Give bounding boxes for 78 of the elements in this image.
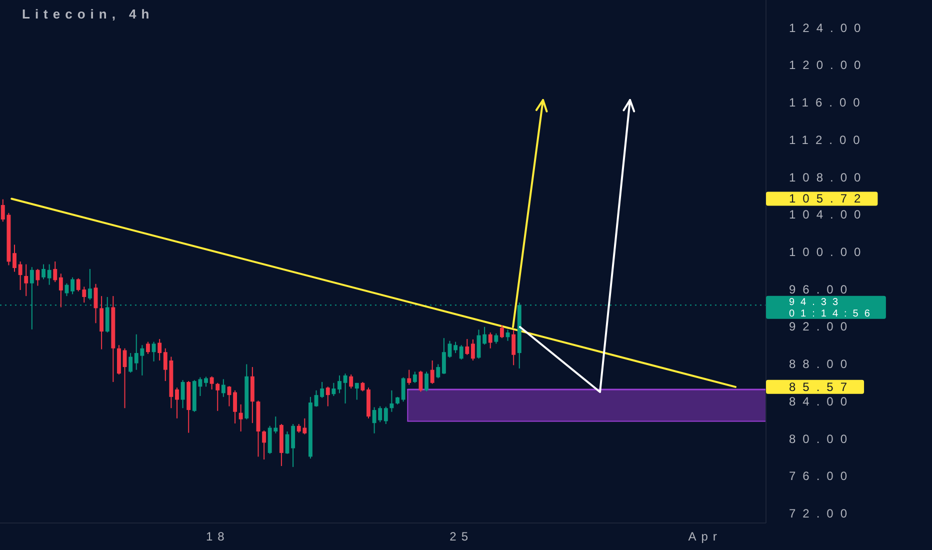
candlestick bbox=[448, 340, 452, 358]
candlestick bbox=[291, 424, 296, 468]
candlestick bbox=[152, 341, 156, 362]
candlestick bbox=[343, 373, 348, 404]
candlestick bbox=[58, 273, 63, 308]
candlestick bbox=[12, 244, 16, 272]
candlestick bbox=[128, 352, 133, 374]
y-tick-label: 108.00 bbox=[789, 170, 868, 184]
x-tick-label: Apr bbox=[688, 530, 722, 544]
y-tick-label: 124.00 bbox=[789, 20, 868, 35]
candlestick bbox=[442, 338, 446, 375]
candlestick bbox=[158, 338, 162, 361]
y-tick-label: 80.00 bbox=[789, 432, 854, 446]
candlestick bbox=[233, 390, 237, 424]
candlestick bbox=[384, 406, 388, 425]
candlestick bbox=[482, 326, 487, 346]
candlestick bbox=[360, 381, 365, 392]
ref-line-label: 94.33 bbox=[789, 297, 844, 308]
candlestick bbox=[454, 341, 458, 354]
candlestick bbox=[18, 261, 22, 290]
candlestick bbox=[88, 268, 92, 300]
y-tick-label: 92.00 bbox=[789, 320, 854, 334]
candlestick bbox=[488, 332, 492, 349]
text: 105.72 bbox=[789, 192, 868, 206]
y-tick-label: 84.00 bbox=[789, 394, 854, 408]
candlestick bbox=[430, 360, 434, 384]
candlestick bbox=[146, 341, 150, 354]
text: Litecoin, 4h bbox=[22, 6, 154, 22]
candlestick bbox=[470, 338, 475, 361]
candlestick bbox=[459, 344, 464, 360]
candlestick bbox=[221, 378, 226, 398]
candlestick bbox=[70, 276, 75, 295]
candlestick bbox=[494, 332, 498, 344]
candlestick bbox=[326, 386, 330, 407]
candlestick bbox=[210, 376, 214, 390]
candlestick bbox=[175, 387, 179, 419]
candlestick bbox=[407, 369, 412, 386]
candlestick bbox=[122, 348, 127, 409]
candlestick bbox=[314, 390, 318, 408]
candlestick bbox=[204, 376, 208, 388]
y-tick-label: 76.00 bbox=[789, 469, 854, 484]
candlestick bbox=[47, 264, 52, 286]
candlestick bbox=[338, 374, 342, 394]
candlestick bbox=[238, 404, 243, 432]
y-tick-label: 112.00 bbox=[789, 132, 867, 147]
candlestick bbox=[412, 371, 417, 384]
text: 85.57 bbox=[789, 380, 854, 394]
candlestick bbox=[424, 371, 428, 392]
x-tick-label: 18 bbox=[206, 530, 230, 544]
candlestick bbox=[349, 374, 354, 390]
text: 01:14:56 bbox=[789, 308, 876, 320]
y-tick-label: 100.00 bbox=[789, 245, 868, 259]
y-tick-label: 88.00 bbox=[789, 357, 854, 372]
candlestick bbox=[500, 324, 504, 339]
candlestick bbox=[227, 386, 232, 407]
y-tick-label: 120.00 bbox=[789, 58, 868, 72]
y-tick-label: 116.00 bbox=[789, 96, 867, 110]
candlestick bbox=[436, 364, 440, 379]
candlestick bbox=[465, 338, 470, 356]
candlestick bbox=[418, 370, 423, 392]
y-tick-label: 104.00 bbox=[789, 208, 868, 222]
candlestick bbox=[42, 264, 46, 280]
candlestick bbox=[36, 268, 40, 286]
candlestick bbox=[216, 382, 220, 412]
x-tick-label: 25 bbox=[450, 530, 474, 544]
candlestick bbox=[401, 376, 406, 402]
candlestick bbox=[100, 296, 104, 350]
candlestick bbox=[180, 380, 185, 409]
candlestick bbox=[53, 261, 58, 283]
candlestick bbox=[24, 264, 28, 297]
y-tick-label: 72.00 bbox=[789, 506, 854, 520]
candlestick bbox=[354, 382, 359, 400]
candlestick bbox=[320, 381, 324, 398]
candlestick bbox=[262, 430, 266, 460]
candlestick bbox=[332, 382, 336, 396]
candlestick bbox=[512, 330, 516, 366]
y-tick-label: 96.00 bbox=[789, 282, 854, 296]
candlestick bbox=[390, 390, 394, 412]
